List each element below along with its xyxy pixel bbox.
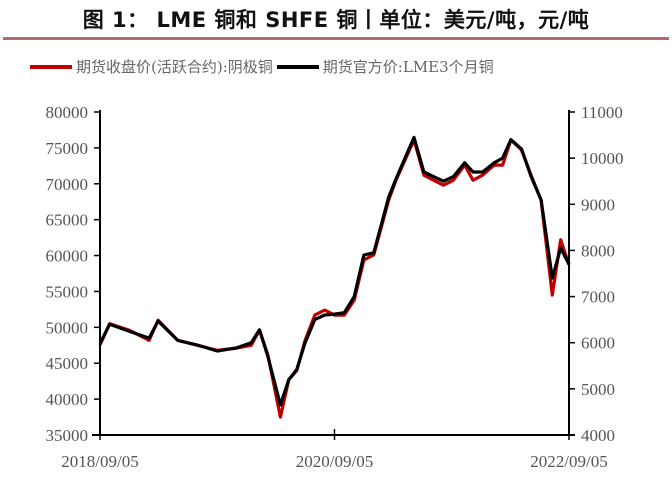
y-left-tick-label: 45000 (46, 354, 89, 373)
y-left-tick-label: 80000 (46, 103, 89, 122)
legend-label-shfe: 期货收盘价(活跃合约):阴极铜 (76, 58, 273, 76)
y-left-tick-label: 55000 (46, 282, 89, 301)
y-left-tick-label: 50000 (46, 318, 89, 337)
y-right-tick-label: 7000 (581, 288, 615, 307)
legend-label-lme: 期货官方价:LME3个月铜 (322, 58, 494, 76)
y-left-tick-label: 75000 (46, 139, 89, 158)
y-left-tick-label: 35000 (46, 426, 89, 445)
y-right-tick-label: 10000 (581, 149, 624, 168)
series-line-shfe (98, 138, 571, 419)
y-right-tick-label: 6000 (581, 334, 615, 353)
y-left-tick-label: 60000 (46, 247, 89, 266)
y-left-tick-label: 70000 (46, 175, 89, 194)
y-right-tick-label: 11000 (581, 103, 623, 122)
y-left-tick-label: 65000 (46, 211, 89, 230)
chart-title: 图 1： LME 铜和 SHFE 铜丨单位：美元/吨，元/吨 (82, 8, 590, 32)
y-right-tick-label: 4000 (581, 426, 615, 445)
legend: 期货收盘价(活跃合约):阴极铜 期货官方价:LME3个月铜 (30, 56, 494, 77)
y-right-tick-label: 8000 (581, 241, 615, 260)
legend-swatch-shfe (30, 64, 72, 69)
y-right-tick-label: 5000 (581, 380, 615, 399)
x-tick-label: 2022/09/05 (530, 452, 607, 471)
x-tick-label: 2018/09/05 (61, 452, 138, 471)
x-tick-label: 2020/09/05 (296, 452, 373, 471)
y-right-tick-label: 9000 (581, 195, 615, 214)
y-left-tick-label: 40000 (46, 390, 89, 409)
legend-swatch-lme (276, 64, 319, 69)
series-line-lme (98, 135, 571, 407)
title-divider (3, 37, 669, 40)
